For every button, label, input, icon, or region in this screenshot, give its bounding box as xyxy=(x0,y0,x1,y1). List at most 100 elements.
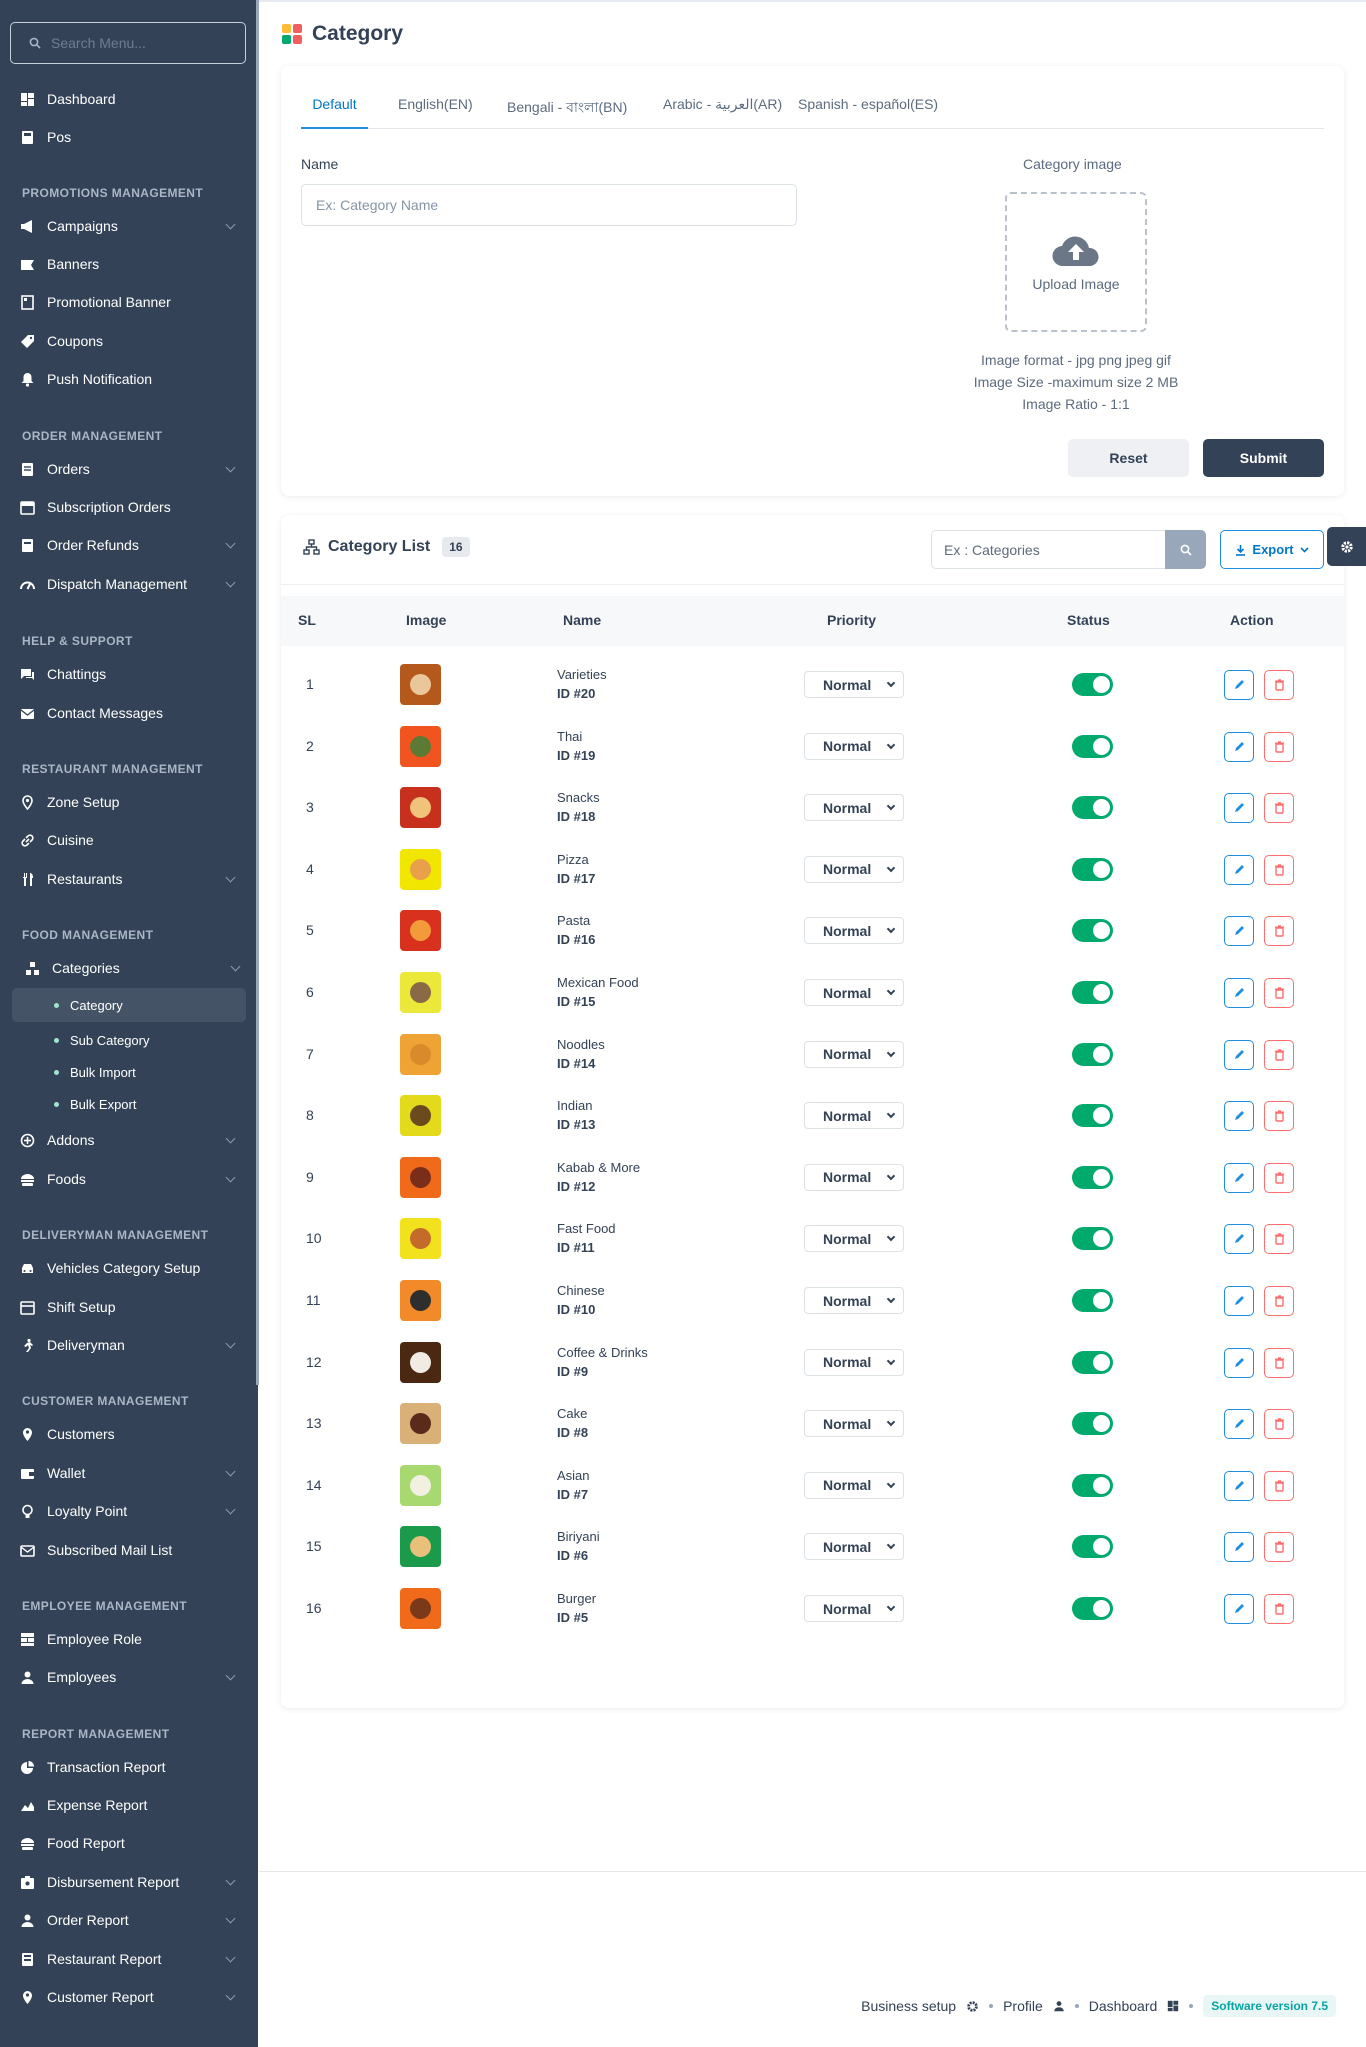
priority-select[interactable]: Normal xyxy=(804,1410,904,1438)
sidebar-item-zone-setup[interactable]: Zone Setup xyxy=(20,790,240,814)
sidebar-item-coupons[interactable]: Coupons xyxy=(20,329,240,353)
sidebar-item-loyalty-point[interactable]: Loyalty Point xyxy=(20,1499,240,1523)
sidebar-item-campaigns[interactable]: Campaigns xyxy=(20,214,240,238)
delete-button[interactable] xyxy=(1264,978,1294,1008)
sidebar-item-orders[interactable]: Orders xyxy=(20,457,240,481)
priority-select[interactable]: Normal xyxy=(804,794,904,822)
sidebar-item-transaction-report[interactable]: Transaction Report xyxy=(20,1755,240,1779)
priority-select[interactable]: Normal xyxy=(804,979,904,1006)
tab-arabic[interactable]: Arabic - العربية(AR) xyxy=(663,96,783,112)
sidebar-sub-sub-category[interactable]: Sub Category xyxy=(12,1023,246,1057)
sidebar-item-dispatch-management[interactable]: Dispatch Management xyxy=(20,572,240,596)
priority-select[interactable]: Normal xyxy=(804,1225,904,1253)
tab-spanish[interactable]: Spanish - español(ES) xyxy=(798,96,939,112)
priority-select[interactable]: Normal xyxy=(804,1348,904,1376)
sidebar-item-order-report[interactable]: Order Report xyxy=(20,1908,240,1932)
status-toggle[interactable] xyxy=(1072,1412,1113,1436)
category-name-input[interactable]: Ex: Category Name xyxy=(301,184,797,226)
sidebar-item-deliveryman[interactable]: Deliveryman xyxy=(20,1333,240,1357)
sidebar-item-food-report[interactable]: Food Report xyxy=(20,1831,240,1855)
edit-button[interactable] xyxy=(1224,1594,1254,1624)
sidebar-sub-bulk-import[interactable]: Bulk Import xyxy=(12,1055,246,1089)
priority-select[interactable]: Normal xyxy=(804,1163,904,1191)
sidebar-item-banners[interactable]: Banners xyxy=(20,252,240,276)
sidebar-item-subscription-orders[interactable]: Subscription Orders xyxy=(20,495,240,519)
sidebar-item-subscribed-mail-list[interactable]: Subscribed Mail List xyxy=(20,1538,240,1562)
edit-button[interactable] xyxy=(1224,1039,1254,1070)
delete-button[interactable] xyxy=(1264,1532,1294,1563)
sidebar-sub-category[interactable]: Category xyxy=(12,988,246,1022)
edit-button[interactable] xyxy=(1224,1470,1254,1501)
status-toggle[interactable] xyxy=(1072,1535,1113,1559)
status-toggle[interactable] xyxy=(1072,796,1113,820)
delete-button[interactable] xyxy=(1264,1101,1294,1132)
status-toggle[interactable] xyxy=(1072,734,1113,758)
delete-button[interactable] xyxy=(1264,1162,1294,1193)
sidebar-item-categories[interactable]: Categories xyxy=(25,956,245,980)
edit-button[interactable] xyxy=(1224,1224,1254,1255)
status-toggle[interactable] xyxy=(1072,1350,1113,1374)
delete-button[interactable] xyxy=(1264,1286,1294,1316)
priority-select[interactable]: Normal xyxy=(804,1471,904,1499)
sidebar-item-addons[interactable]: Addons xyxy=(20,1128,240,1152)
sidebar-item-pos[interactable]: Pos xyxy=(20,125,240,149)
sidebar-sub-bulk-export[interactable]: Bulk Export xyxy=(12,1087,246,1121)
tab-default[interactable]: Default xyxy=(301,96,368,129)
priority-select[interactable]: Normal xyxy=(804,671,904,698)
settings-side-button[interactable] xyxy=(1327,527,1366,566)
edit-button[interactable] xyxy=(1224,978,1254,1008)
image-upload-dropzone[interactable]: Upload Image xyxy=(1005,192,1147,332)
tab-english[interactable]: English(EN) xyxy=(398,96,473,112)
delete-button[interactable] xyxy=(1264,1039,1294,1070)
sidebar-item-dashboard[interactable]: Dashboard xyxy=(20,87,240,111)
delete-button[interactable] xyxy=(1264,1470,1294,1501)
delete-button[interactable] xyxy=(1264,1347,1294,1378)
edit-button[interactable] xyxy=(1224,793,1254,824)
status-toggle[interactable] xyxy=(1072,981,1113,1004)
status-toggle[interactable] xyxy=(1072,1104,1113,1128)
edit-button[interactable] xyxy=(1224,1532,1254,1563)
sidebar-item-promotional-banner[interactable]: Promotional Banner xyxy=(20,290,240,314)
edit-button[interactable] xyxy=(1224,1347,1254,1378)
edit-button[interactable] xyxy=(1224,731,1254,762)
delete-button[interactable] xyxy=(1264,854,1294,885)
sidebar-item-shift-setup[interactable]: Shift Setup xyxy=(20,1295,240,1319)
sidebar-item-order-refunds[interactable]: Order Refunds xyxy=(20,533,240,557)
edit-button[interactable] xyxy=(1224,1409,1254,1440)
edit-button[interactable] xyxy=(1224,854,1254,885)
priority-select[interactable]: Normal xyxy=(804,1533,904,1561)
category-search-button[interactable] xyxy=(1165,530,1206,569)
status-toggle[interactable] xyxy=(1072,1227,1113,1251)
category-search-input[interactable]: Ex : Categories xyxy=(931,530,1165,569)
footer-dashboard[interactable]: Dashboard xyxy=(1088,1998,1158,2014)
sidebar-item-customers[interactable]: Customers xyxy=(20,1422,240,1446)
delete-button[interactable] xyxy=(1264,1409,1294,1440)
priority-select[interactable]: Normal xyxy=(804,1595,904,1622)
footer-business-setup[interactable]: Business setup xyxy=(861,1998,957,2014)
sidebar-item-restaurant-report[interactable]: Restaurant Report xyxy=(20,1947,240,1971)
delete-button[interactable] xyxy=(1264,1224,1294,1255)
sidebar-item-push-notification[interactable]: Push Notification xyxy=(20,367,240,391)
delete-button[interactable] xyxy=(1264,1594,1294,1624)
sidebar-item-expense-report[interactable]: Expense Report xyxy=(20,1793,240,1817)
edit-button[interactable] xyxy=(1224,1162,1254,1193)
status-toggle[interactable] xyxy=(1072,673,1113,696)
edit-button[interactable] xyxy=(1224,670,1254,700)
sidebar-item-wallet[interactable]: Wallet xyxy=(20,1461,240,1485)
sidebar-item-disbursement-report[interactable]: Disbursement Report xyxy=(20,1870,240,1894)
sidebar-item-chattings[interactable]: Chattings xyxy=(20,662,240,686)
status-toggle[interactable] xyxy=(1072,1597,1113,1620)
edit-button[interactable] xyxy=(1224,1101,1254,1132)
delete-button[interactable] xyxy=(1264,670,1294,700)
priority-select[interactable]: Normal xyxy=(804,855,904,883)
sidebar-item-customer-report[interactable]: Customer Report xyxy=(20,1985,240,2009)
status-toggle[interactable] xyxy=(1072,919,1113,943)
sidebar-item-cuisine[interactable]: Cuisine xyxy=(20,828,240,852)
delete-button[interactable] xyxy=(1264,731,1294,762)
status-toggle[interactable] xyxy=(1072,1289,1113,1312)
sidebar-item-employees[interactable]: Employees xyxy=(20,1665,240,1689)
tab-bengali[interactable]: Bengali - বাংলা(BN) xyxy=(507,99,628,115)
status-toggle[interactable] xyxy=(1072,857,1113,881)
edit-button[interactable] xyxy=(1224,916,1254,947)
status-toggle[interactable] xyxy=(1072,1473,1113,1497)
